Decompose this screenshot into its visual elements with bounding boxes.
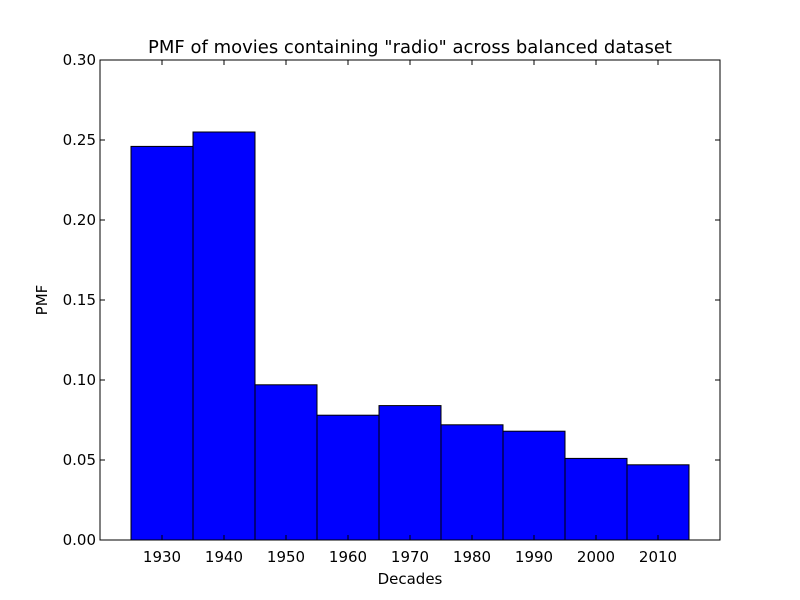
bars-layer	[130, 131, 690, 541]
x-axis-label: Decades	[378, 570, 443, 588]
y-tick-label-0.20: 0.20	[63, 211, 96, 229]
x-tick-label-1950: 1950	[267, 548, 305, 566]
y-tick-label-0.10: 0.10	[63, 371, 96, 389]
bar-1980	[440, 424, 504, 541]
bar-1940	[192, 131, 256, 541]
y-tick-label-0.15: 0.15	[63, 291, 96, 309]
bar-1990	[502, 430, 566, 541]
chart-title: PMF of movies containing "radio" across …	[148, 37, 672, 58]
x-tick-label-1940: 1940	[205, 548, 243, 566]
x-tick-label-1970: 1970	[391, 548, 429, 566]
x-tick-label-1960: 1960	[329, 548, 367, 566]
x-tick-label-2010: 2010	[639, 548, 677, 566]
x-tick-label-1990: 1990	[515, 548, 553, 566]
x-tick-label-1930: 1930	[143, 548, 181, 566]
bar-1950	[254, 384, 318, 541]
y-tick-label-0.05: 0.05	[63, 451, 96, 469]
ticks-layer: 1930 1940 1950 1960 1970 1980 1990 2000 2010 0.00…	[63, 51, 720, 566]
bar-2010	[626, 464, 690, 541]
bar-1960	[316, 414, 380, 541]
x-tick-label-1980: 1980	[453, 548, 491, 566]
y-tick-label-0.30: 0.30	[63, 51, 96, 69]
bar-2000	[564, 457, 628, 541]
y-axis-label: PMF	[33, 285, 51, 316]
bar-1930	[130, 145, 194, 541]
y-tick-label-0.00: 0.00	[63, 531, 96, 549]
y-tick-label-0.25: 0.25	[63, 131, 96, 149]
x-tick-label-2000: 2000	[577, 548, 615, 566]
bar-1970	[378, 405, 442, 541]
